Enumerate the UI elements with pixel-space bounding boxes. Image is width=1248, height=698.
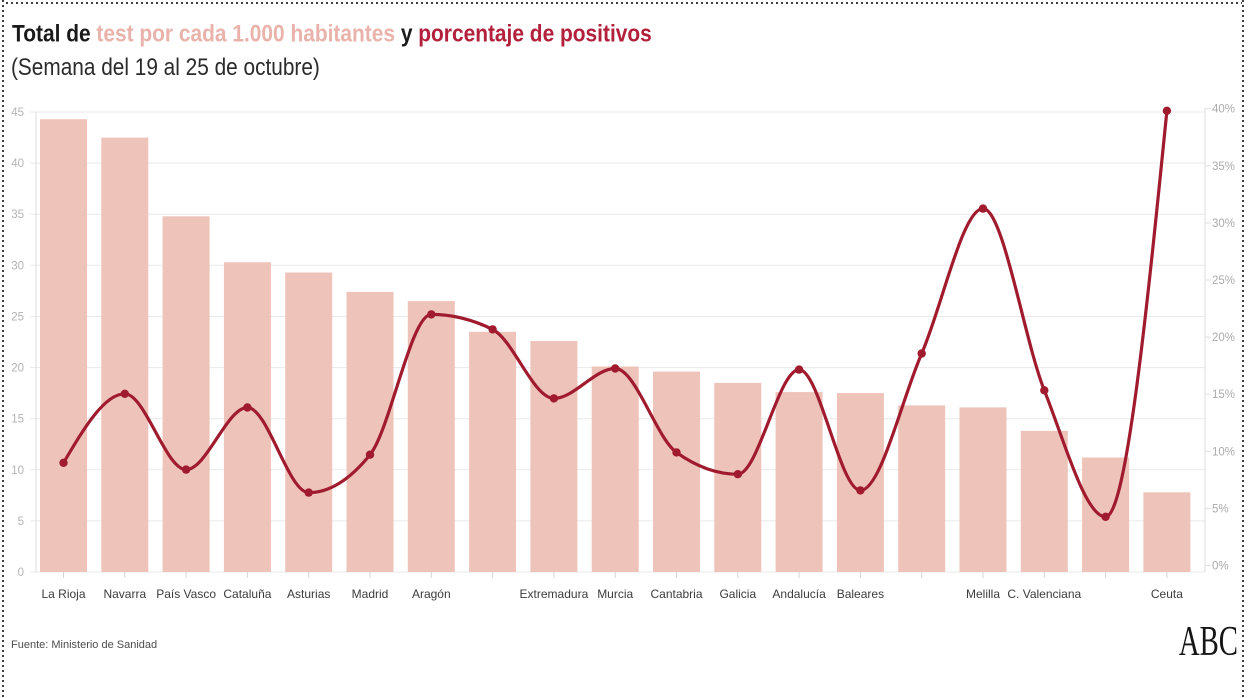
svg-text:30%: 30% — [1212, 218, 1235, 230]
svg-text:40: 40 — [11, 158, 24, 170]
svg-text:Andalucía: Andalucía — [772, 587, 826, 601]
svg-text:Melilla: Melilla — [966, 587, 1000, 601]
svg-text:Madrid: Madrid — [352, 587, 389, 601]
svg-text:30: 30 — [11, 260, 24, 272]
svg-text:10: 10 — [11, 465, 24, 477]
svg-text:Extremadura: Extremadura — [520, 587, 589, 601]
svg-text:35: 35 — [11, 209, 24, 221]
svg-text:Total de test por cada 1.000 h: Total de test por cada 1.000 habitantes … — [12, 20, 652, 47]
svg-text:Asturias: Asturias — [287, 587, 330, 601]
svg-text:Fuente: Ministerio de Sanidad: Fuente: Ministerio de Sanidad — [11, 639, 157, 651]
svg-text:15%: 15% — [1212, 389, 1235, 401]
svg-text:Murcia: Murcia — [597, 587, 633, 601]
svg-text:C. Valenciana: C. Valenciana — [1007, 587, 1081, 601]
svg-text:Baleares: Baleares — [837, 587, 884, 601]
svg-text:15: 15 — [11, 414, 24, 426]
svg-text:20: 20 — [11, 363, 24, 375]
svg-text:Galicia: Galicia — [719, 587, 756, 601]
svg-text:(Semana del 19 al 25 de octubr: (Semana del 19 al 25 de octubre) — [11, 54, 320, 81]
svg-text:0: 0 — [18, 567, 24, 579]
svg-text:La Rioja: La Rioja — [41, 587, 85, 601]
svg-text:45: 45 — [11, 107, 24, 119]
svg-text:País Vasco: País Vasco — [156, 587, 216, 601]
svg-text:Aragón: Aragón — [412, 587, 451, 601]
svg-text:35%: 35% — [1212, 161, 1235, 173]
svg-text:Ceuta: Ceuta — [1151, 587, 1183, 601]
svg-text:25: 25 — [11, 312, 24, 324]
svg-text:5%: 5% — [1212, 503, 1229, 515]
svg-text:0%: 0% — [1212, 561, 1229, 573]
svg-text:10%: 10% — [1212, 446, 1235, 458]
svg-text:25%: 25% — [1212, 275, 1235, 287]
svg-text:Cataluña: Cataluña — [223, 587, 271, 601]
svg-text:20%: 20% — [1212, 332, 1235, 344]
svg-text:40%: 40% — [1212, 104, 1235, 116]
svg-text:Cantabria: Cantabria — [650, 587, 702, 601]
svg-text:Navarra: Navarra — [103, 587, 146, 601]
svg-text:5: 5 — [18, 516, 24, 528]
svg-text:ABC: ABC — [1179, 618, 1238, 665]
